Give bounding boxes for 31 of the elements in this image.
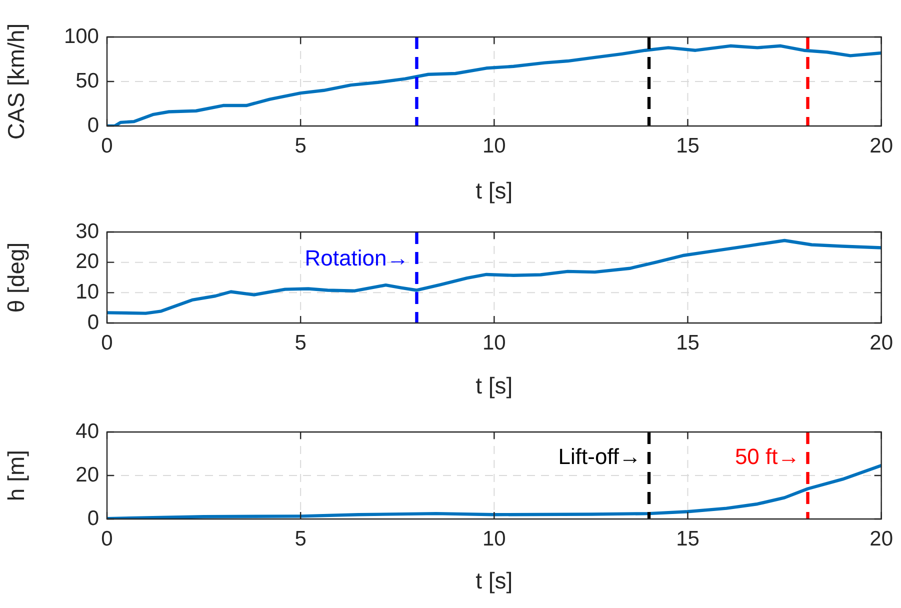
x-tick-label: 20 xyxy=(870,331,893,354)
y-axis-title: θ [deg] xyxy=(3,242,30,313)
x-tick-label: 5 xyxy=(294,134,306,158)
x-tick-label: 10 xyxy=(482,527,506,550)
y-tick-label: 100 xyxy=(64,24,99,48)
x-tick-label: 20 xyxy=(870,527,893,550)
y-axis-title: h [m] xyxy=(3,450,30,502)
x-axis-title: t [s] xyxy=(476,568,513,594)
x-tick-label: 10 xyxy=(482,331,506,354)
x-tick-label: 10 xyxy=(482,134,506,158)
x-tick-label: 5 xyxy=(294,331,306,354)
ref-line-label: 50 ft→ xyxy=(734,444,800,470)
x-tick-label: 15 xyxy=(676,134,700,158)
y-tick-label: 50 xyxy=(76,69,99,92)
y-tick-label: 10 xyxy=(76,280,99,304)
y-tick-label: 20 xyxy=(76,463,99,486)
y-tick-label: 0 xyxy=(87,506,99,530)
y-tick-label: 0 xyxy=(87,310,99,334)
x-tick-label: 5 xyxy=(294,527,306,550)
ref-line-label: Rotation→ xyxy=(304,245,409,270)
x-tick-label: 15 xyxy=(676,331,700,354)
x-axis-title: t [s] xyxy=(476,372,513,399)
y-tick-label: 20 xyxy=(76,250,99,274)
y-tick-label: 0 xyxy=(87,114,99,137)
x-tick-label: 20 xyxy=(870,134,893,158)
y-tick-label: 30 xyxy=(76,220,99,243)
x-axis-title: t [s] xyxy=(476,178,513,204)
y-axis-title: CAS [km/h] xyxy=(3,23,30,140)
y-tick-label: 40 xyxy=(76,420,99,443)
ref-line-label: Lift-off→ xyxy=(558,444,642,470)
x-tick-label: 15 xyxy=(676,527,700,550)
